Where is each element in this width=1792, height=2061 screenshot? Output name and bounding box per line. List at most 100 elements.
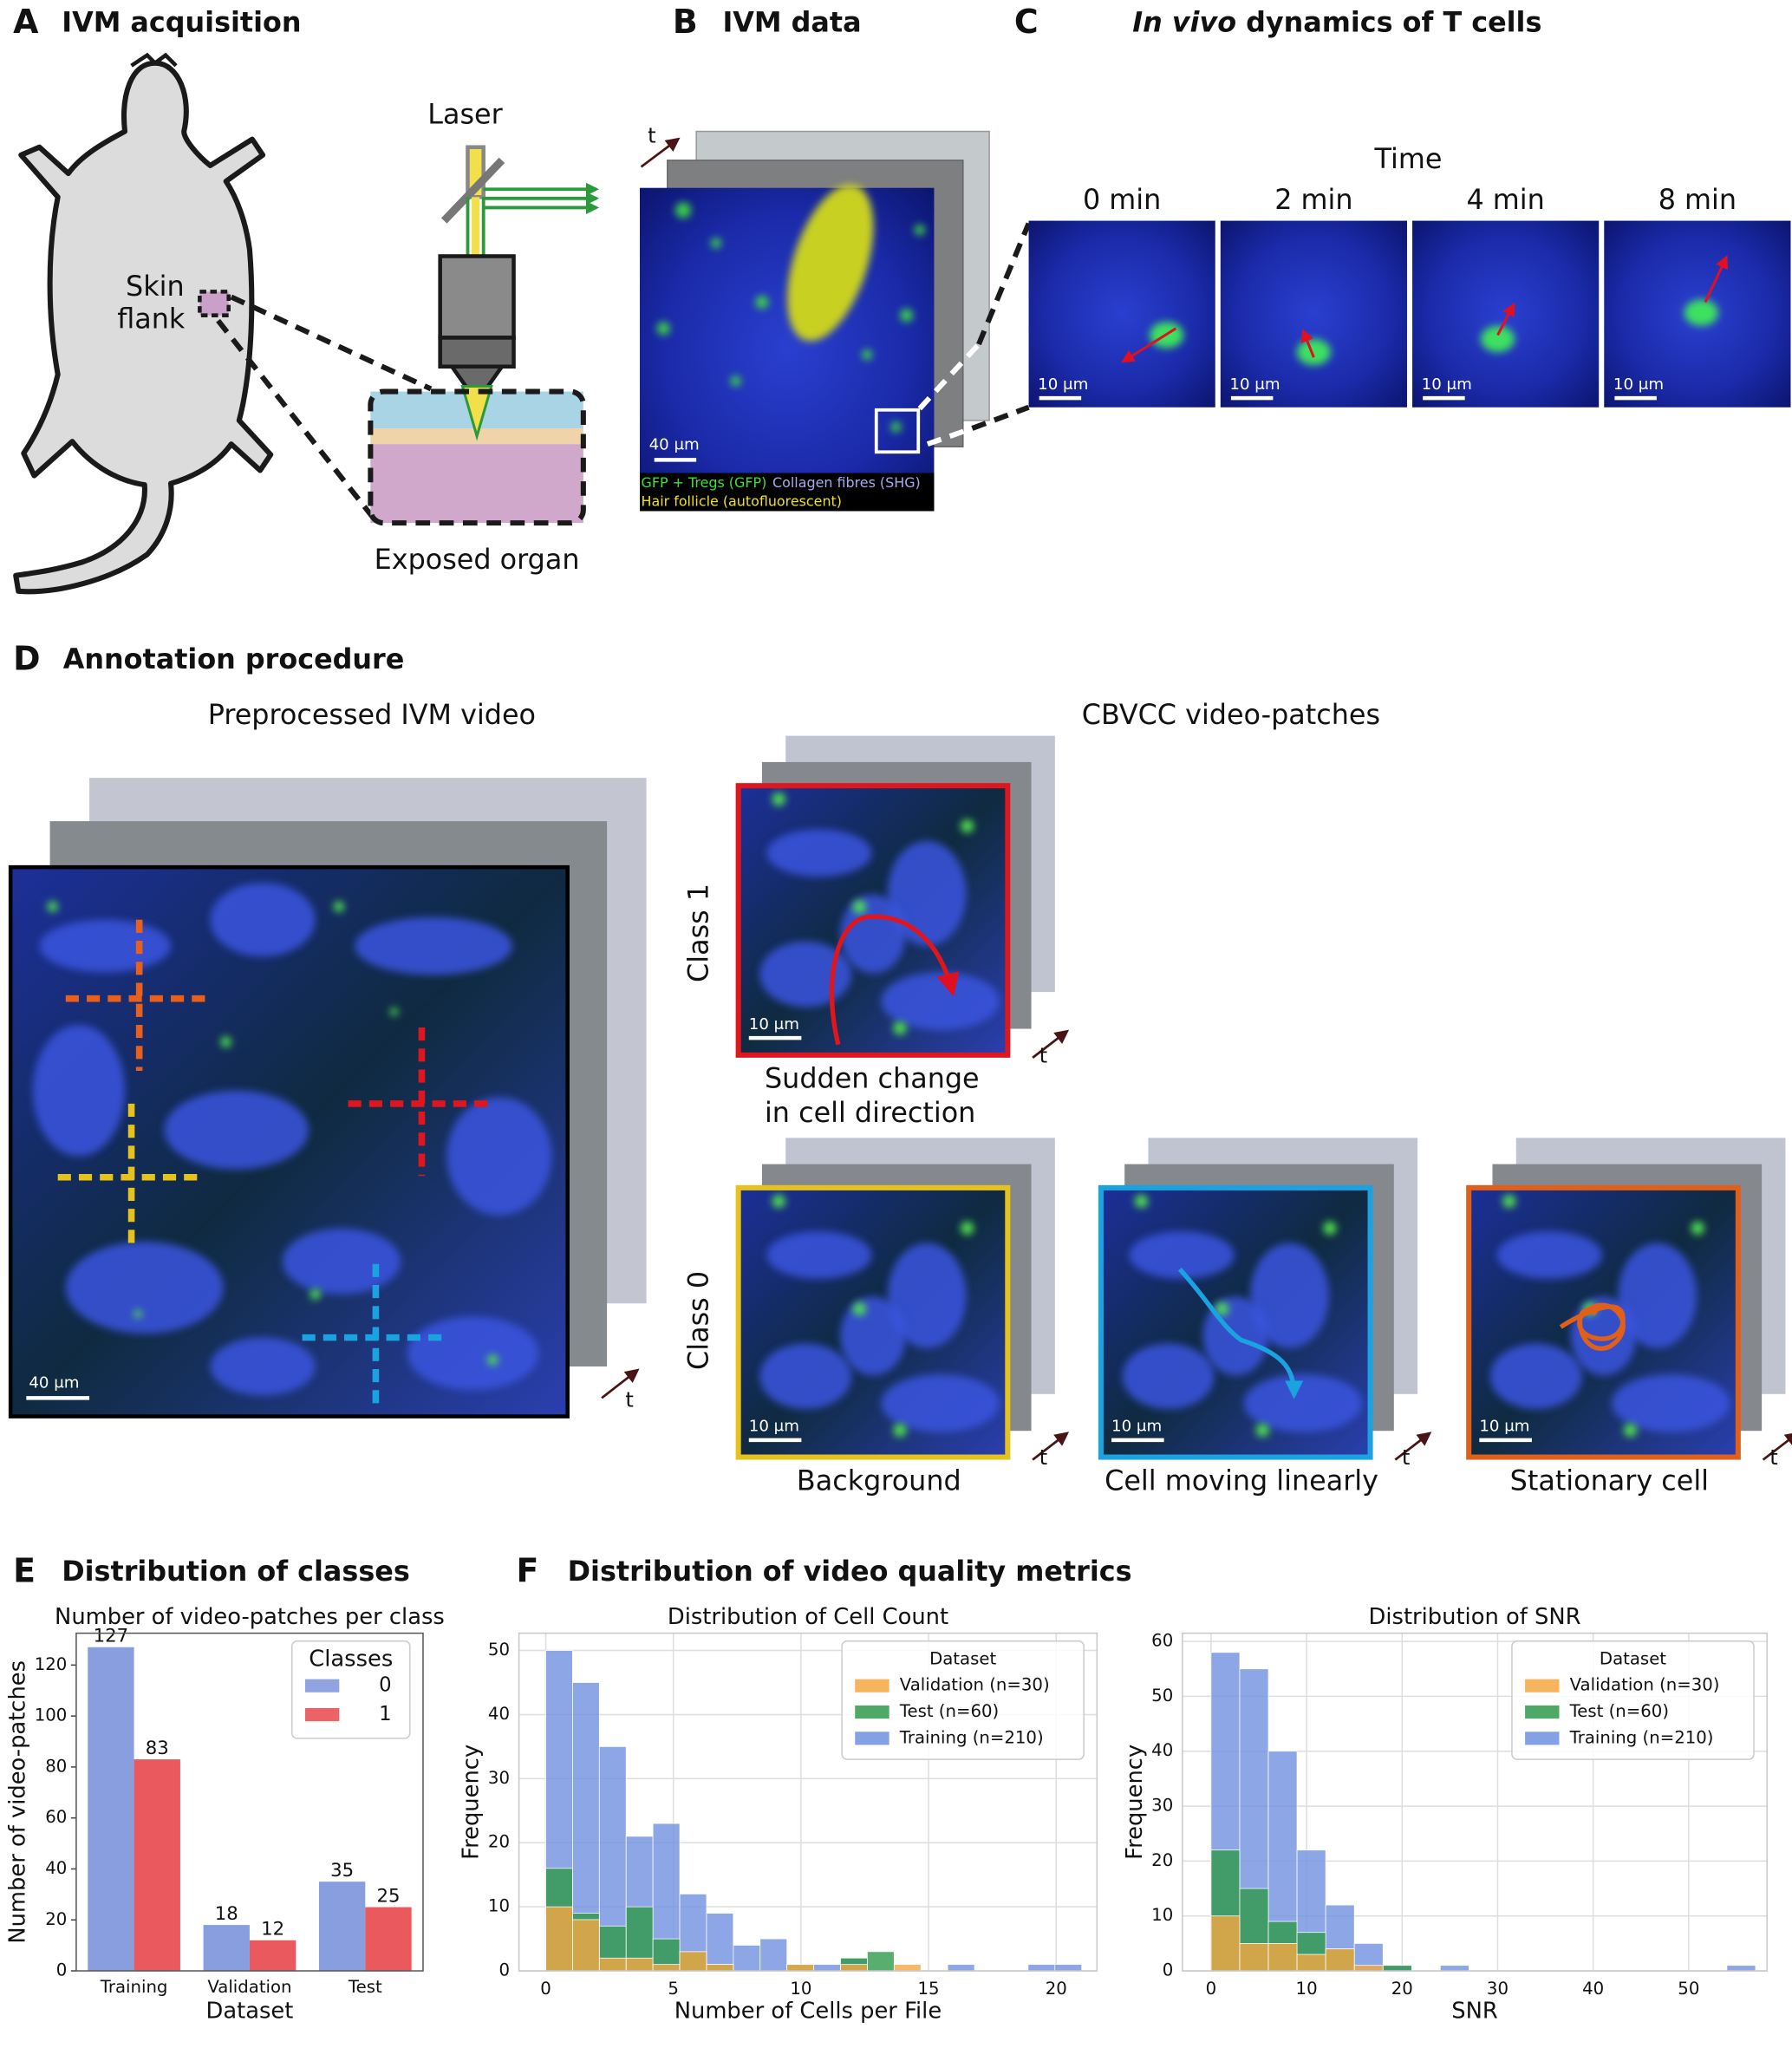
video-image <box>8 864 570 1419</box>
time-frames: 0 min 10 μm 2 min 10 μm 4 min 10 μm 8 min 10 μm <box>1028 183 1791 408</box>
video-image <box>65 1242 224 1334</box>
scale-bar-label: 10 μm <box>749 1015 799 1034</box>
histogram-bar <box>947 1964 975 1972</box>
exposed-organ <box>368 388 586 526</box>
cell <box>893 1423 907 1438</box>
value-label: 35 <box>330 1860 354 1882</box>
frame-label: 4 min <box>1466 183 1544 216</box>
histogram-bar <box>813 1964 841 1972</box>
video-image <box>407 1316 539 1391</box>
microscopy-image <box>640 187 935 512</box>
video-image <box>47 901 58 912</box>
x-tick-label: 20 <box>1046 1979 1067 1999</box>
channel-label: GFP + Tregs (GFP) <box>642 474 767 491</box>
skin-site <box>198 290 231 317</box>
direction-arrow <box>1704 255 1728 303</box>
annotation-cross <box>302 1263 450 1410</box>
microscopy-image <box>862 349 873 361</box>
cell-texture <box>840 894 906 974</box>
x-tick-label: 40 <box>1582 1979 1604 1999</box>
legend-swatch <box>1525 1732 1560 1745</box>
microscopy-image <box>755 295 769 310</box>
legend-box <box>1511 1640 1755 1760</box>
patch-caption: in cell direction <box>765 1096 975 1129</box>
zoom-line <box>917 342 981 411</box>
histogram-bar <box>1726 1965 1756 1972</box>
bar <box>365 1907 412 1972</box>
legend-label: Test (n=60) <box>1569 1701 1669 1721</box>
cell <box>772 1194 785 1208</box>
legend-title: Classes <box>309 1646 393 1672</box>
legend-swatch <box>855 1705 889 1719</box>
video-patch: 10 μm t Stationary cell <box>1466 1138 1792 1497</box>
exposed-organ <box>460 385 493 441</box>
annotation-cross <box>65 919 213 1072</box>
cell-texture <box>1243 1374 1363 1432</box>
bar <box>203 1925 250 1972</box>
cell-texture <box>1122 1343 1215 1410</box>
cell <box>852 1302 867 1316</box>
histogram-bar <box>1439 1965 1469 1972</box>
cell <box>772 792 785 806</box>
cell-texture <box>1618 1242 1698 1348</box>
time-label: t <box>1769 1445 1778 1470</box>
legend-swatch <box>1525 1705 1560 1719</box>
cell <box>1296 338 1332 366</box>
annotation-cross <box>57 919 496 1410</box>
cell-texture <box>759 941 852 1008</box>
video-image <box>210 883 316 957</box>
cell <box>893 1021 907 1035</box>
x-tick-label: 10 <box>1296 1979 1318 1999</box>
scale-bar-label: 40 μm <box>29 1374 79 1392</box>
y-tick-label: 20 <box>488 1832 510 1852</box>
y-tick-label: 120 <box>35 1654 68 1674</box>
cell <box>1624 1423 1638 1438</box>
objective <box>438 254 516 340</box>
y-tick-label: 20 <box>1151 1850 1173 1870</box>
panel-a: A IVM acquisition Skin flank Laser Expos… <box>13 3 600 595</box>
scale-bar-label: 10 μm <box>1613 375 1664 394</box>
chart-title: Distribution of SNR <box>1369 1604 1581 1630</box>
cell-track <box>829 914 960 1046</box>
cell-texture <box>881 1374 1000 1432</box>
video-image <box>39 919 172 973</box>
time-label: t <box>1039 1445 1048 1470</box>
histogram-bar <box>545 1906 573 1972</box>
annotation-cross <box>348 1027 496 1177</box>
scale-bar-label: 10 μm <box>1229 375 1280 394</box>
panel-letter: D <box>13 640 40 678</box>
value-label: 83 <box>146 1738 169 1759</box>
y-tick-label: 40 <box>45 1858 67 1878</box>
time-label: t <box>1402 1445 1411 1470</box>
legend-title: Dataset <box>1600 1648 1666 1668</box>
class-label: Class 1 <box>682 884 715 982</box>
histogram-bar <box>840 1964 868 1972</box>
chart-title: Distribution of Cell Count <box>668 1604 948 1630</box>
panel-title: IVM data <box>722 5 861 38</box>
panel-title: dynamics of T cells <box>1246 5 1541 38</box>
annotation-cross <box>57 1103 205 1251</box>
cell <box>961 1221 974 1236</box>
video-image <box>282 1228 401 1295</box>
histogram-bar <box>598 1957 627 1972</box>
bar <box>134 1759 180 1972</box>
y-tick-label: 10 <box>488 1896 510 1916</box>
legend-label: Validation (n=30) <box>900 1675 1050 1695</box>
time-arrow <box>601 1368 640 1399</box>
panel-letter: F <box>517 1551 539 1589</box>
scale-bar-label: 10 μm <box>1479 1418 1529 1436</box>
cell <box>1684 299 1719 326</box>
cell-track <box>1177 1268 1304 1399</box>
microscopy-image <box>900 309 914 323</box>
time-arrow <box>1032 1432 1070 1461</box>
video-image <box>333 901 345 912</box>
bar <box>249 1940 296 1972</box>
video-image <box>164 1090 310 1170</box>
y-tick-label: 60 <box>1151 1631 1173 1651</box>
panel-d: D Annotation procedure Preprocessed IVM … <box>8 640 1792 1497</box>
class-label: Class 0 <box>682 1271 715 1370</box>
panel-title: Distribution of classes <box>62 1555 410 1588</box>
y-axis-label: Number of video-patches <box>5 1660 31 1944</box>
